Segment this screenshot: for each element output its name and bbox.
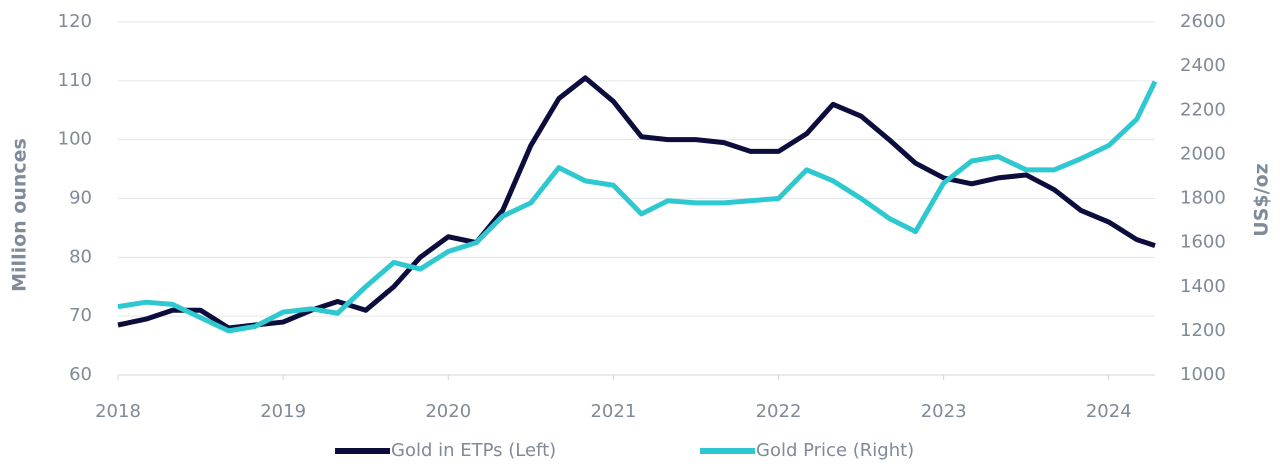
x-tick-label: 2021: [590, 401, 636, 422]
y2-tick-label: 1600: [1180, 232, 1226, 253]
x-tick-label: 2022: [756, 401, 802, 422]
y2-tick-label: 1400: [1180, 276, 1226, 297]
legend-label: Gold in ETPs (Left): [391, 440, 556, 461]
y2-tick-label: 2400: [1180, 55, 1226, 76]
series-line: [117, 80, 1158, 334]
y-tick-label: 110: [58, 70, 92, 91]
y-tick-label: 90: [69, 188, 92, 209]
y2-tick-label: 2200: [1180, 99, 1226, 120]
y-tick-label: 100: [58, 129, 92, 150]
y-tick-label: 60: [69, 364, 92, 385]
y2-tick-label: 1000: [1180, 364, 1226, 385]
y-tick-label: 80: [69, 246, 92, 267]
y2-tick-label: 2600: [1180, 11, 1226, 32]
series-line: [117, 75, 1156, 331]
y2-axis-label: US$/oz: [1251, 163, 1273, 236]
y-tick-label: 120: [58, 11, 92, 32]
x-tick-label: 2018: [95, 401, 141, 422]
legend-label: Gold Price (Right): [756, 440, 914, 461]
x-tick-label: 2020: [425, 401, 471, 422]
y2-tick-label: 1800: [1180, 188, 1226, 209]
y-tick-label: 70: [69, 305, 92, 326]
x-tick-label: 2024: [1086, 401, 1132, 422]
x-tick-label: 2019: [260, 401, 306, 422]
y2-tick-label: 2000: [1180, 143, 1226, 164]
x-tick-label: 2023: [921, 401, 967, 422]
y2-tick-label: 1200: [1180, 320, 1226, 341]
y-axis-label: Million ounces: [9, 138, 31, 292]
